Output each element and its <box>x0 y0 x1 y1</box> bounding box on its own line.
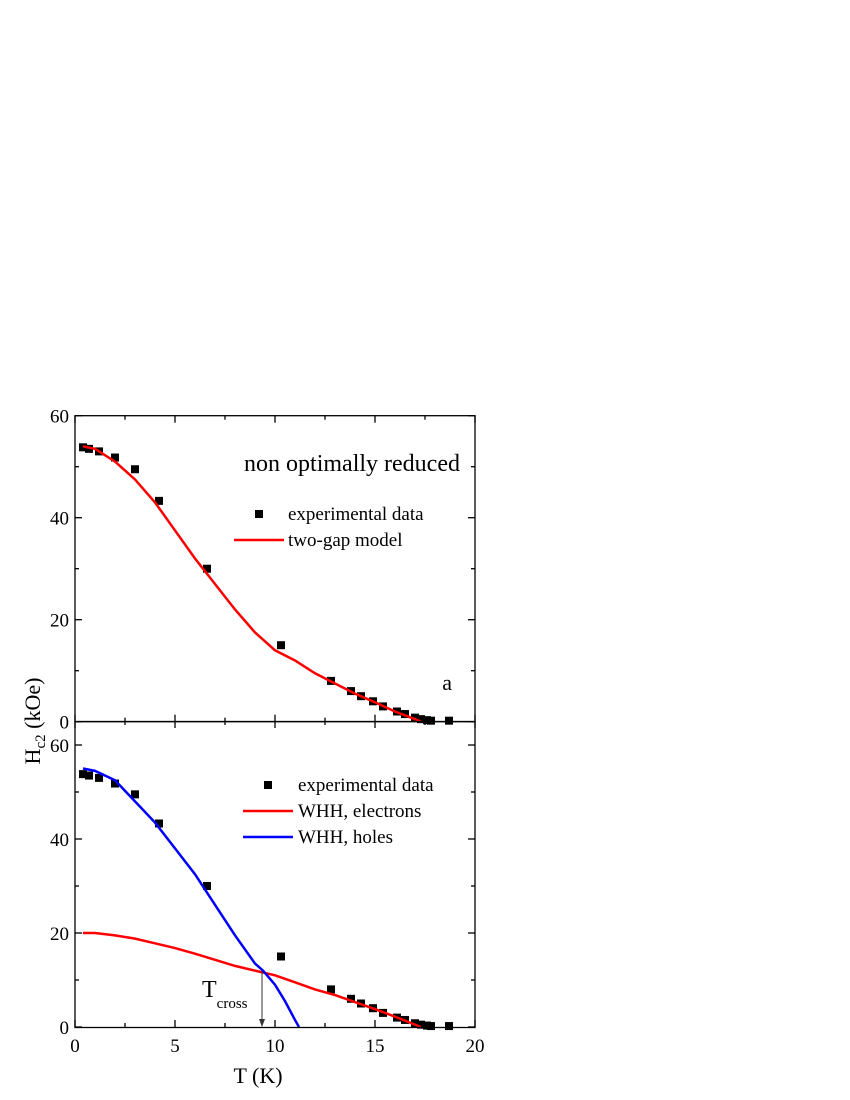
y-label-main: H <box>20 748 45 764</box>
legend-label: two-gap model <box>288 530 403 551</box>
data-point <box>327 985 335 994</box>
data-point <box>131 790 139 799</box>
data-point <box>111 453 119 462</box>
data-point <box>445 716 453 725</box>
tcross-label: Tcross <box>202 977 248 1012</box>
x-tick-label: 20 <box>466 1036 485 1057</box>
data-point <box>155 819 163 828</box>
tcross-main: T <box>202 977 217 1003</box>
legend-item: two-gap model <box>234 530 403 551</box>
series-line-two-gap-model <box>82 445 422 723</box>
y-tick-label: 0 <box>60 713 70 734</box>
data-point <box>427 716 435 725</box>
tcross-arrow-head <box>259 1019 265 1027</box>
legend-label: experimental data <box>298 775 434 796</box>
data-point <box>411 1019 419 1028</box>
data-point <box>203 564 211 573</box>
legend-label: experimental data <box>288 504 424 525</box>
legend-square-swatch <box>255 510 263 518</box>
data-point <box>277 952 285 961</box>
data-point <box>417 1020 425 1029</box>
legend-item: WHH, holes <box>243 827 393 848</box>
plot-frame <box>74 720 476 1029</box>
legend-item: experimental data <box>264 775 434 796</box>
data-point <box>85 771 93 780</box>
data-point <box>155 496 163 505</box>
legend-item: experimental data <box>255 504 424 525</box>
y-label-unit: (kOe) <box>20 678 45 735</box>
y-tick-label: 60 <box>50 736 69 757</box>
legend-label: WHH, electrons <box>298 801 421 822</box>
panel-title: non optimally reduced <box>244 451 460 477</box>
data-point <box>79 770 87 779</box>
x-tick-label: 0 <box>70 1036 80 1057</box>
legend-square-swatch <box>264 781 272 789</box>
y-tick-label: 40 <box>50 509 69 530</box>
x-tick-label: 15 <box>366 1036 385 1057</box>
series-line-whh-holes <box>82 767 301 1028</box>
panel-label-a: a <box>442 670 452 695</box>
x-tick-label: 10 <box>266 1036 285 1057</box>
y-tick-label: 20 <box>50 924 69 945</box>
x-axis-label: T (K) <box>233 1063 282 1088</box>
data-point <box>203 882 211 890</box>
data-point <box>95 773 103 782</box>
y-axis-label: Hc2 (kOe) <box>20 678 49 765</box>
data-point <box>347 994 355 1003</box>
series-line-whh-electrons <box>83 931 422 1029</box>
data-point <box>411 713 419 722</box>
data-point <box>277 641 285 650</box>
legend-item: WHH, electrons <box>243 801 421 822</box>
y-tick-label: 0 <box>60 1018 70 1039</box>
x-tick-label: 5 <box>170 1036 180 1057</box>
data-point <box>417 715 425 724</box>
data-point <box>427 1022 435 1031</box>
y-label-sub: c2 <box>33 734 49 748</box>
y-tick-label: 60 <box>50 407 69 428</box>
y-tick-label: 40 <box>50 830 69 851</box>
data-point <box>111 779 119 788</box>
data-point <box>131 465 139 474</box>
y-tick-label: 20 <box>50 611 69 632</box>
panel-top: 0 20 40 60 experimental data two-gap model <box>50 407 476 734</box>
panel-bottom: Tcross 0 5 10 15 20 0 20 40 60 experimental data WH… <box>50 720 485 1057</box>
tcross-sub: cross <box>217 996 248 1012</box>
data-point <box>445 1022 453 1031</box>
legend-label: WHH, holes <box>298 827 393 848</box>
